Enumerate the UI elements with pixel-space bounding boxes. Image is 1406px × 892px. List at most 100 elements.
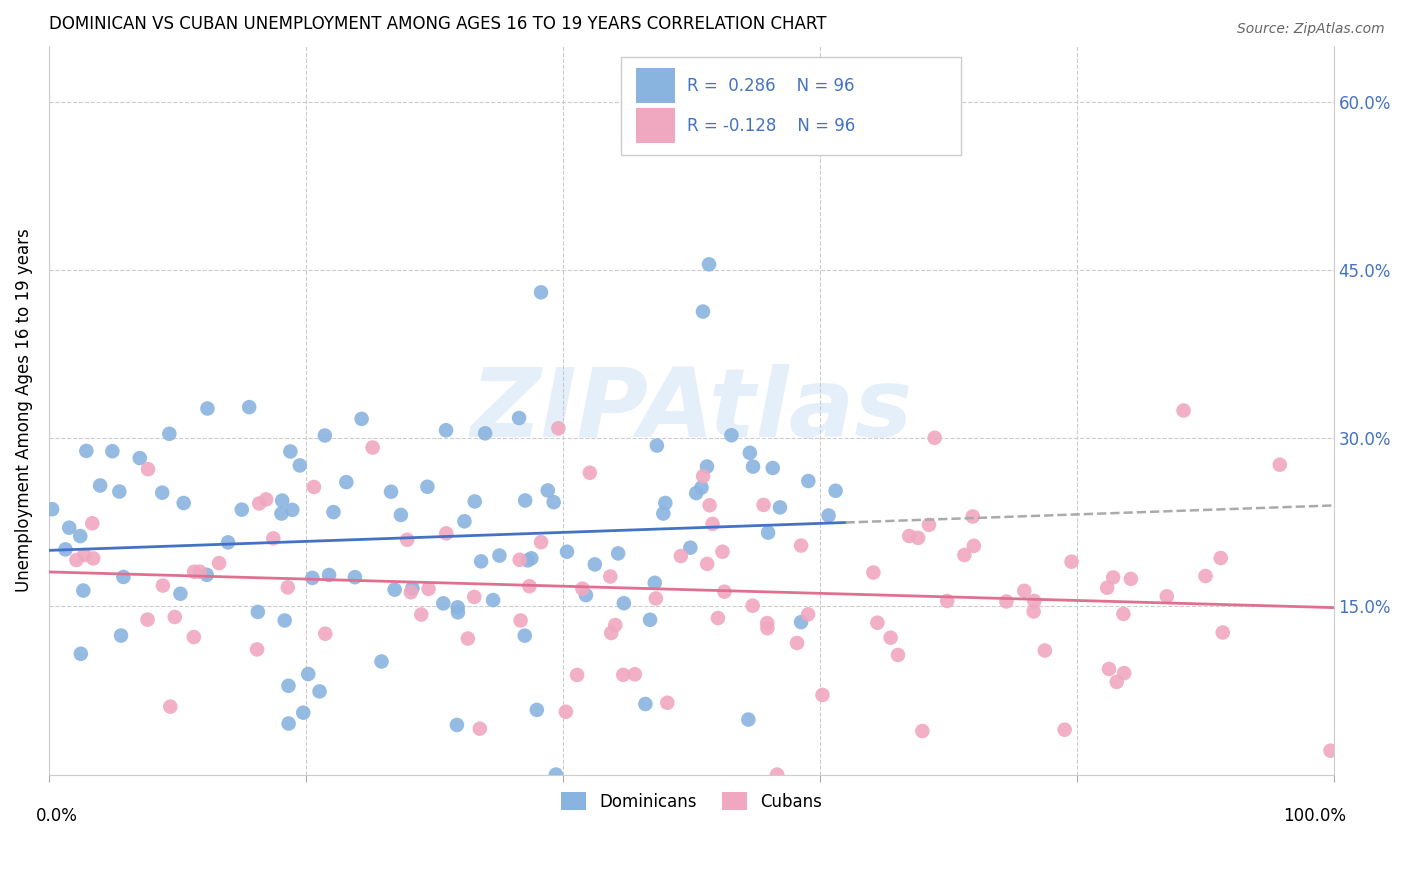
Point (624, 667, 647, 681)
Point (399, 585, 422, 599)
Point (962, 509, 984, 524)
Point (231, 502, 253, 516)
Bar (620, 56, 962, 155)
Point (509, 553, 531, 567)
Point (515, 493, 537, 508)
Point (82, 551, 104, 566)
Point (699, 498, 721, 512)
Point (790, 615, 813, 629)
Point (742, 459, 765, 474)
Point (519, 579, 541, 593)
Point (879, 631, 901, 645)
Point (612, 668, 634, 682)
Point (411, 607, 433, 622)
Point (817, 508, 839, 523)
Text: DOMINICAN VS CUBAN UNEMPLOYMENT AMONG AGES 16 TO 19 YEARS CORRELATION CHART: DOMINICAN VS CUBAN UNEMPLOYMENT AMONG AG… (49, 15, 827, 33)
Point (1114, 666, 1136, 681)
Point (136, 613, 159, 627)
Point (696, 557, 718, 571)
Point (720, 428, 742, 442)
Point (1014, 583, 1036, 598)
Point (69, 529, 91, 543)
Point (195, 567, 218, 582)
Point (288, 458, 311, 473)
Point (470, 554, 492, 568)
Point (183, 630, 205, 644)
Point (713, 584, 735, 599)
Point (1119, 572, 1142, 586)
Text: R = -0.128    N = 96: R = -0.128 N = 96 (688, 117, 856, 135)
Point (537, 483, 560, 498)
Point (101, 444, 124, 458)
Point (1156, 589, 1178, 603)
Point (600, 626, 623, 640)
Point (314, 428, 336, 442)
Point (246, 605, 269, 619)
Point (281, 503, 304, 517)
Point (482, 593, 505, 607)
Point (756, 621, 779, 635)
Point (530, 535, 553, 549)
Text: R =  0.286    N = 96: R = 0.286 N = 96 (688, 77, 855, 95)
Y-axis label: Unemployment Among Ages 16 to 19 years: Unemployment Among Ages 16 to 19 years (15, 228, 32, 592)
Point (702, 516, 724, 531)
Point (554, 705, 576, 719)
Point (862, 566, 884, 580)
Point (638, 613, 661, 627)
Point (866, 615, 889, 630)
Point (1024, 594, 1046, 608)
Point (645, 439, 668, 453)
Point (41, 502, 63, 516)
Point (995, 594, 1018, 608)
Point (152, 578, 174, 592)
Point (1105, 674, 1128, 689)
Point (692, 304, 714, 318)
Point (543, 495, 565, 509)
Point (396, 533, 419, 547)
Point (657, 696, 679, 710)
Point (72, 583, 94, 598)
Point (707, 611, 730, 625)
Point (468, 722, 491, 736)
Point (163, 610, 186, 624)
Point (446, 718, 468, 732)
Point (697, 257, 720, 271)
Point (690, 481, 713, 495)
Point (644, 591, 666, 606)
Bar (636, 69, 675, 103)
Point (737, 713, 759, 727)
Point (752, 498, 775, 512)
Point (530, 285, 553, 300)
Point (150, 485, 173, 500)
Point (434, 526, 457, 541)
Point (599, 569, 621, 583)
Point (953, 548, 976, 562)
Point (526, 703, 548, 717)
Point (924, 431, 946, 445)
Point (613, 596, 636, 610)
Point (1033, 643, 1056, 657)
Point (811, 688, 834, 702)
Point (277, 679, 299, 693)
Text: Source: ZipAtlas.com: Source: ZipAtlas.com (1237, 22, 1385, 37)
Point (112, 570, 135, 584)
Point (128, 451, 150, 466)
Point (769, 500, 792, 515)
Point (110, 628, 132, 642)
Point (790, 539, 813, 553)
Point (277, 716, 299, 731)
Point (350, 412, 373, 426)
Point (634, 697, 657, 711)
Point (432, 596, 454, 610)
Point (370, 655, 392, 669)
Point (464, 494, 486, 508)
Legend: Dominicans, Cubans: Dominicans, Cubans (554, 786, 828, 817)
Point (474, 426, 496, 441)
Point (1268, 458, 1291, 472)
Point (69, 647, 91, 661)
Point (270, 507, 292, 521)
Point (301, 571, 323, 585)
Point (575, 588, 598, 602)
Point (73, 548, 96, 562)
Point (685, 486, 707, 500)
